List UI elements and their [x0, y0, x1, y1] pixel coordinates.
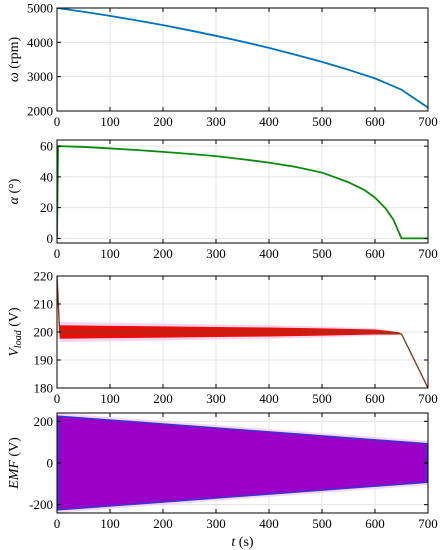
xtick-label-300: 300 — [206, 391, 226, 406]
xtick-label-200: 200 — [153, 246, 173, 261]
xtick-label-700: 700 — [418, 516, 438, 531]
ytick-label-3000: 3000 — [27, 69, 53, 84]
xtick-label-100: 100 — [100, 516, 120, 531]
ylabel-subscript: load — [13, 329, 24, 348]
panel-1: 0 100 200 300 400 500 600 700 2000 3000 4000 5000 ω … — [7, 1, 438, 130]
emf-band — [57, 416, 428, 510]
ylabel-1: ω (rpm) — [7, 37, 22, 83]
ylabel-symbol: V — [7, 347, 22, 357]
axes-frame-1 — [56, 7, 429, 112]
vload-line — [57, 276, 428, 388]
xtick-label-500: 500 — [312, 246, 332, 261]
ylabel-unit: (V) — [7, 437, 22, 460]
ylabel-unit: (°) — [7, 178, 22, 197]
ytick-label-0: 0 — [47, 456, 54, 471]
xtick-label-200: 200 — [153, 516, 173, 531]
ylabel-symbol: EMF — [7, 460, 22, 490]
ylabel-3: Vload (V) — [7, 307, 24, 357]
xtick-label-400: 400 — [259, 246, 279, 261]
ytick-label-210: 210 — [34, 297, 54, 312]
panel-3: 0 100 200 300 400 500 600 700 180 190 200 210 220 Vlo… — [7, 269, 438, 407]
ytick-label-200: 200 — [34, 325, 54, 340]
xtick-label-400: 400 — [259, 391, 279, 406]
emf-upper-edge — [57, 415, 428, 445]
xtick-label-0: 0 — [54, 391, 61, 406]
xtick-label-100: 100 — [100, 391, 120, 406]
ylabel-unit: (rpm) — [7, 37, 22, 73]
xtick-label-300: 300 — [206, 246, 226, 261]
xtick-label-100: 100 — [100, 114, 120, 129]
ytick-label-60: 60 — [40, 139, 53, 154]
ylabel-unit: (V) — [7, 307, 22, 330]
ytick-label-4000: 4000 — [27, 35, 53, 50]
xlabel: t (s) — [231, 535, 254, 550]
ylabel-symbol: ω — [7, 72, 22, 82]
xtick-label-600: 600 — [365, 391, 385, 406]
xtick-label-400: 400 — [259, 114, 279, 129]
xtick-label-500: 500 — [312, 391, 332, 406]
xtick-label-500: 500 — [312, 114, 332, 129]
xtick-label-500: 500 — [312, 516, 332, 531]
ytick-label-40: 40 — [40, 169, 53, 184]
xtick-label-600: 600 — [365, 516, 385, 531]
ylabel-2: α (°) — [7, 178, 22, 204]
plot-area-1 — [57, 8, 428, 109]
xtick-label-200: 200 — [153, 114, 173, 129]
panel-2: 0 100 200 300 400 500 600 700 0 20 40 60 α (°) — [7, 139, 438, 261]
ylabel-symbol: α — [7, 196, 22, 204]
xtick-label-400: 400 — [259, 516, 279, 531]
plot-area-2 — [57, 145, 428, 240]
ytick-label-220: 220 — [34, 269, 54, 284]
emf-lower-edge — [57, 481, 428, 511]
xtick-label-0: 0 — [54, 516, 61, 531]
ytick-label-5000: 5000 — [27, 1, 53, 16]
plot-area-3 — [57, 276, 428, 388]
xtick-label-700: 700 — [418, 246, 438, 261]
xlabel-symbol: t — [231, 535, 236, 550]
axes-frame-2 — [56, 139, 429, 244]
ytick-label-20: 20 — [40, 200, 53, 215]
xtick-label-600: 600 — [365, 114, 385, 129]
series-line-1 — [57, 8, 428, 109]
plot-area-4 — [57, 413, 428, 513]
xtick-label-100: 100 — [100, 246, 120, 261]
xtick-label-0: 0 — [54, 114, 61, 129]
xtick-label-700: 700 — [418, 114, 438, 129]
xtick-label-200: 200 — [153, 391, 173, 406]
ytick-label--200: -200 — [29, 497, 53, 512]
series-line-2 — [57, 145, 428, 240]
ytick-label-0: 0 — [47, 231, 54, 246]
ylabel-4: EMF (V) — [7, 437, 22, 490]
ytick-label-190: 190 — [34, 353, 54, 368]
xtick-label-300: 300 — [206, 516, 226, 531]
ytick-label-2000: 2000 — [27, 104, 53, 119]
xtick-label-600: 600 — [365, 246, 385, 261]
xtick-label-700: 700 — [418, 391, 438, 406]
xlabel-unit: (s) — [235, 535, 254, 550]
ytick-label-180: 180 — [34, 381, 54, 396]
xtick-label-300: 300 — [206, 114, 226, 129]
ytick-label-200: 200 — [34, 414, 54, 429]
xtick-label-0: 0 — [54, 246, 61, 261]
